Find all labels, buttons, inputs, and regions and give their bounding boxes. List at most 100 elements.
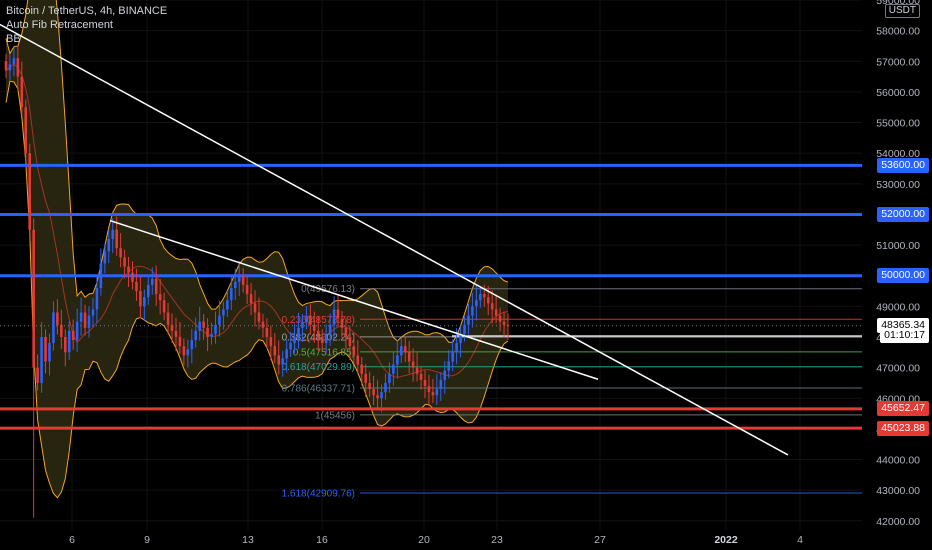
fib-level-label: 0.5(47516.85) xyxy=(293,347,355,358)
candle-body xyxy=(502,321,506,325)
price-tick-label: 56000.00 xyxy=(876,87,920,99)
fib-level-label: 0(49576.13) xyxy=(301,284,355,295)
fib-level-label: 0.618(47029.89) xyxy=(282,362,355,373)
candle-body xyxy=(241,275,245,285)
candle-body xyxy=(439,379,443,390)
price-axis[interactable]: 42000.0043000.0044000.0045000.0046000.00… xyxy=(876,0,920,528)
price-tag-resistance: 53600.00 xyxy=(877,157,929,173)
candle-body xyxy=(415,367,419,374)
candle-body xyxy=(154,278,158,295)
price-tick-label: 49000.00 xyxy=(876,301,920,313)
candle-body xyxy=(20,76,24,108)
fib-level-label: 1.618(42909.76) xyxy=(282,488,355,499)
price-tick-label: 47000.00 xyxy=(876,363,920,375)
candle-body xyxy=(230,287,233,301)
price-tick-label: 42000.00 xyxy=(876,516,920,528)
candle-body xyxy=(340,318,344,328)
candle-body xyxy=(309,315,312,325)
candle-body xyxy=(443,370,447,380)
candle-body xyxy=(198,321,201,331)
symbol-title[interactable]: Bitcoin / TetherUS, 4h, BINANCE xyxy=(6,5,168,17)
candle-body xyxy=(178,336,182,347)
candle-body xyxy=(103,251,107,264)
candle-body xyxy=(60,324,63,337)
horizontal-levels xyxy=(0,163,862,430)
fib-level-label: 0.786(46337.71) xyxy=(282,383,355,394)
candle-body xyxy=(75,321,79,341)
candle-body xyxy=(392,364,395,374)
candle-body xyxy=(214,324,217,334)
candle-body xyxy=(293,336,296,344)
candle-body xyxy=(95,287,99,310)
currency-badge[interactable]: USDT xyxy=(884,4,920,18)
candle-body xyxy=(44,336,47,362)
candle-body xyxy=(119,248,122,258)
candle-body xyxy=(186,349,190,356)
candle-body xyxy=(170,324,174,331)
candle-body xyxy=(226,300,229,310)
price-tag-resistance: 52000.00 xyxy=(877,206,929,222)
price-tick-label: 59000.00 xyxy=(876,0,920,7)
candle-body xyxy=(249,294,253,304)
candle-body xyxy=(356,355,360,365)
price-tag-resistance: 50000.00 xyxy=(877,268,929,284)
time-tick-label: 16 xyxy=(316,534,328,546)
candle-body xyxy=(328,324,332,334)
candle-body xyxy=(131,272,134,282)
candle-body xyxy=(364,373,368,383)
candle-body xyxy=(146,284,150,298)
candle-body xyxy=(447,361,451,371)
candle-body xyxy=(431,392,435,396)
candle-body xyxy=(490,303,494,310)
trendline xyxy=(0,23,789,456)
time-tick-label: 20 xyxy=(418,534,430,546)
candle-body xyxy=(494,309,498,316)
candles xyxy=(4,45,510,518)
candle-body xyxy=(399,346,403,356)
candle-body xyxy=(352,346,356,356)
candle-body xyxy=(237,275,241,282)
candle-body xyxy=(28,153,32,230)
candle-body xyxy=(52,312,55,344)
candle-body xyxy=(376,395,379,399)
candle-body xyxy=(471,306,474,316)
price-tick-label: 58000.00 xyxy=(876,26,920,38)
candle-body xyxy=(115,229,118,249)
candle-body xyxy=(190,340,194,350)
candle-body xyxy=(111,229,115,239)
candle-body xyxy=(206,327,209,337)
candle-body xyxy=(297,327,300,337)
candle-body xyxy=(245,284,249,295)
candle-body xyxy=(257,312,261,322)
bb-upper-band xyxy=(5,0,509,343)
candle-body xyxy=(63,336,67,353)
time-axis[interactable]: 6 9 13 16 20 23 27 2022 4 xyxy=(69,534,803,546)
candle-body xyxy=(498,315,502,322)
candle-body xyxy=(127,266,130,273)
candle-body xyxy=(135,281,138,292)
candle-body xyxy=(277,355,281,365)
price-tick-label: 54000.00 xyxy=(876,148,920,160)
time-tick-label: 4 xyxy=(797,534,803,546)
trendline xyxy=(109,219,599,380)
candle-body xyxy=(16,58,20,77)
candle-body xyxy=(158,294,162,301)
candle-body xyxy=(388,373,391,383)
candle-body xyxy=(316,330,320,337)
candle-body xyxy=(419,373,423,380)
price-tick-label: 53000.00 xyxy=(876,179,920,191)
candle-body xyxy=(218,315,221,325)
indicator-bb-label[interactable]: BB xyxy=(6,33,21,45)
candle-body xyxy=(210,333,213,337)
candle-body xyxy=(143,297,146,307)
candle-body xyxy=(313,324,316,331)
indicator-fib-label[interactable]: Auto Fib Retracement xyxy=(6,19,113,31)
chart-legend: Bitcoin / TetherUS, 4h, BINANCE Auto Fib… xyxy=(6,4,167,46)
candle-body xyxy=(372,389,375,396)
candle-body xyxy=(67,330,71,353)
candle-body xyxy=(427,386,431,393)
candle-body xyxy=(384,382,387,393)
candle-body xyxy=(40,336,43,383)
price-tick-label: 44000.00 xyxy=(876,455,920,467)
